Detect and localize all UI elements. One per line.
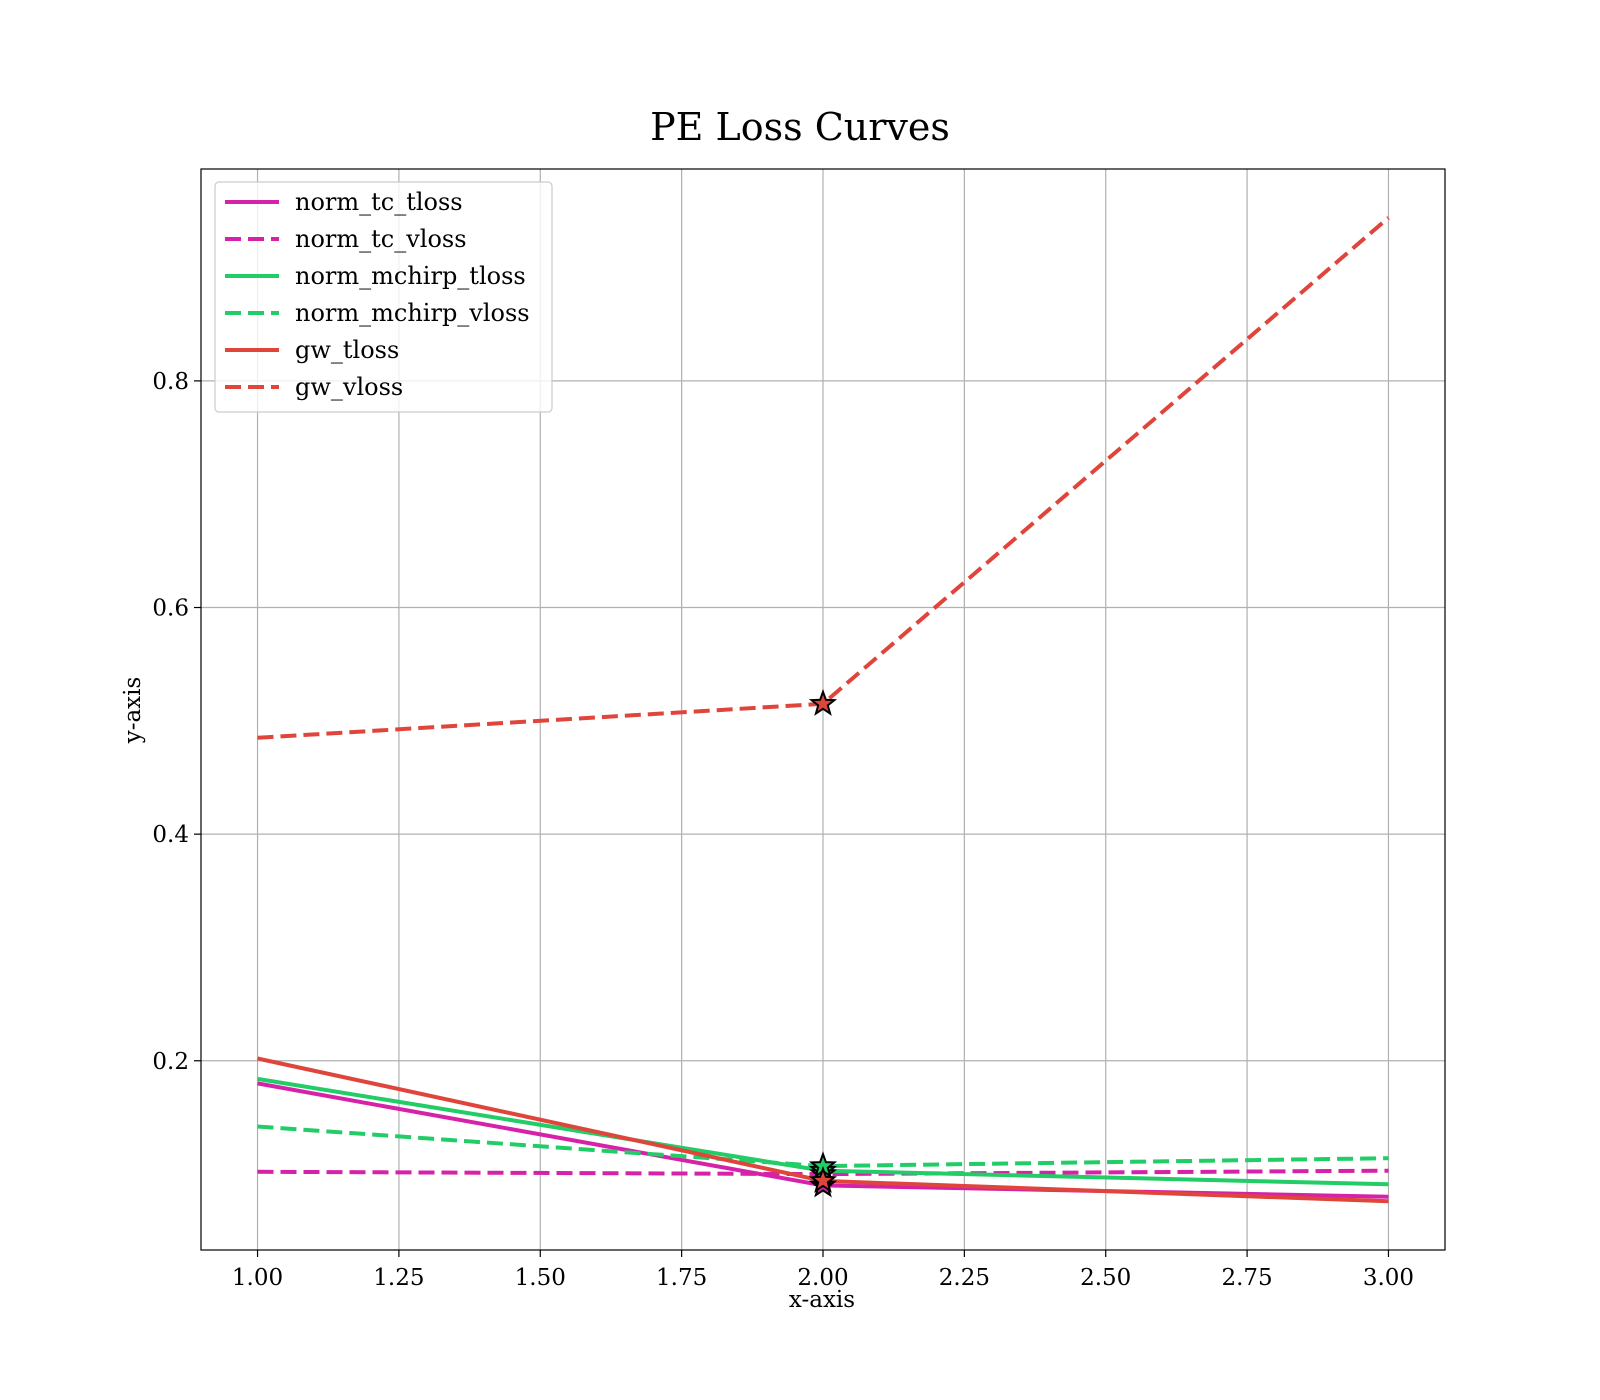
x-ticks: 1.00 1.25 1.50 1.75 2.00 2.25 2.50 2.75 3.00 — [232, 1250, 1414, 1291]
x-tick-label: 1.75 — [656, 1265, 707, 1291]
x-tick-label: 2.25 — [939, 1265, 990, 1291]
legend-label-gw-vloss: gw_vloss — [295, 373, 403, 401]
legend-label-norm-tc-tloss: norm_tc_tloss — [295, 188, 463, 216]
legend: norm_tc_tloss norm_tc_vloss norm_mchirp_tl… — [214, 181, 553, 413]
y-ticks: 0.2 0.4 0.6 0.8 — [152, 369, 201, 1075]
y-axis-label: y-axis — [120, 677, 146, 745]
legend-label-norm-tc-vloss: norm_tc_vloss — [295, 225, 467, 253]
legend-label-norm-mchirp-vloss: norm_mchirp_vloss — [295, 299, 530, 327]
y-tick-label: 0.2 — [152, 1049, 189, 1075]
legend-label-norm-mchirp-tloss: norm_mchirp_tloss — [295, 262, 526, 290]
best-point-star-gw-tloss — [808, 1165, 838, 1193]
chart-title: PE Loss Curves — [650, 105, 950, 149]
legend-label-gw-tloss: gw_tloss — [295, 336, 399, 364]
legend-box — [214, 181, 553, 413]
x-tick-label: 1.00 — [232, 1265, 283, 1291]
x-tick-label: 1.50 — [515, 1265, 566, 1291]
x-tick-label: 2.50 — [1080, 1265, 1131, 1291]
x-tick-label: 2.00 — [797, 1265, 848, 1291]
best-point-star-gw-vloss — [808, 688, 838, 716]
y-tick-label: 0.6 — [152, 596, 189, 622]
y-tick-label: 0.4 — [152, 822, 189, 848]
x-tick-label: 2.75 — [1221, 1265, 1272, 1291]
best-markers — [808, 688, 838, 1198]
y-tick-label: 0.8 — [152, 369, 189, 395]
x-tick-label: 1.25 — [373, 1265, 424, 1291]
x-tick-label: 3.00 — [1363, 1265, 1414, 1291]
x-axis-label: x-axis — [789, 1287, 855, 1313]
